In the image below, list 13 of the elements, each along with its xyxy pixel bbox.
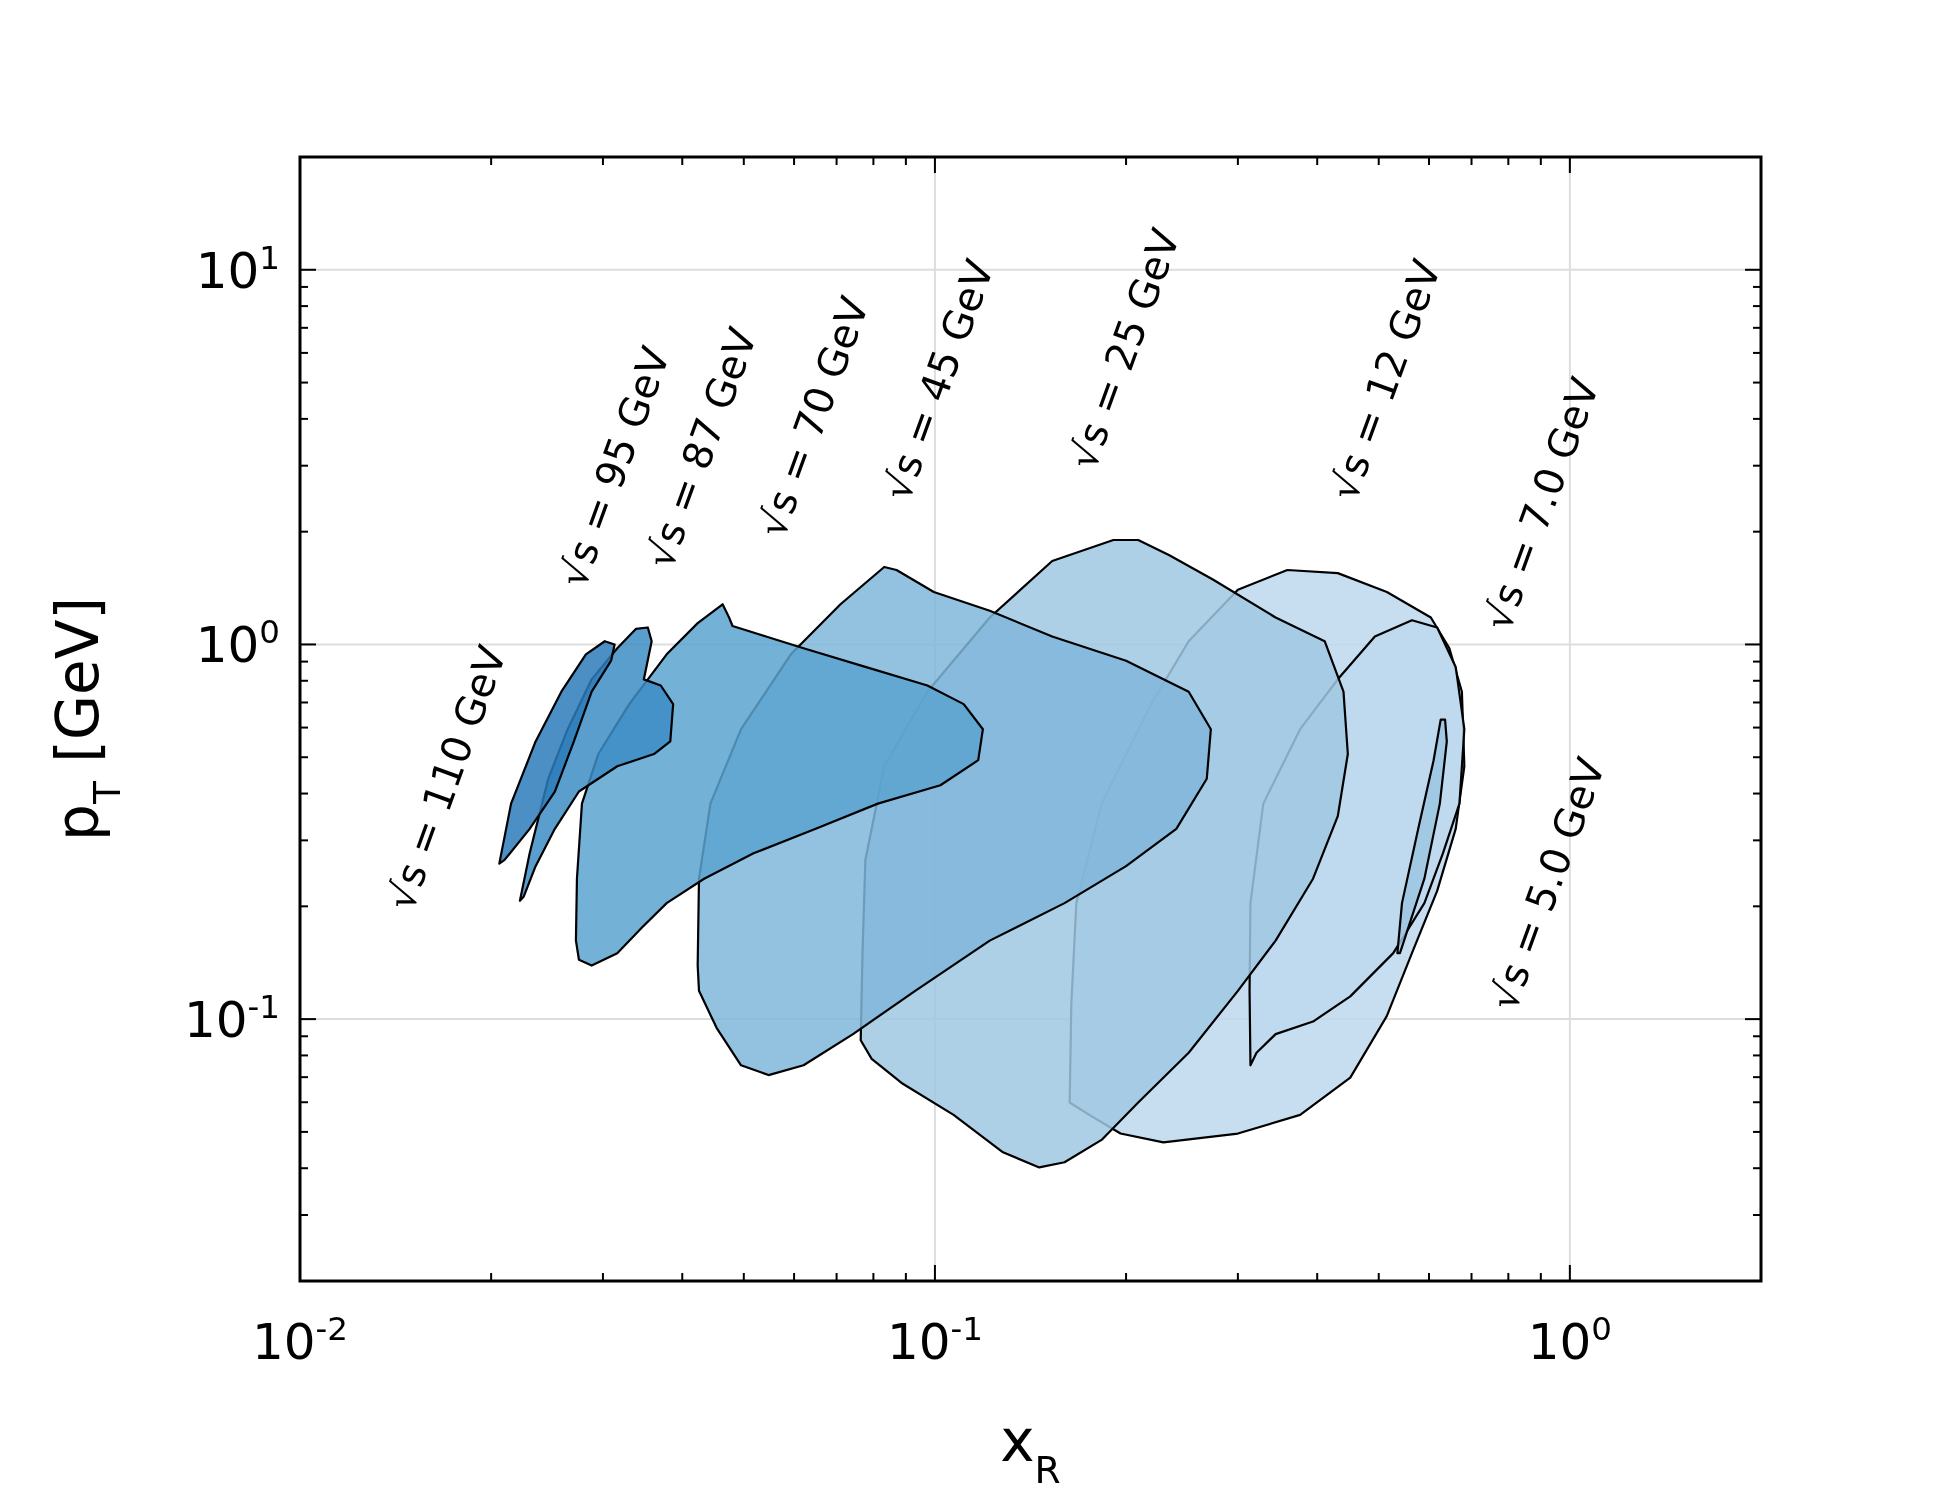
annotation: √s = 25 GeV	[1059, 222, 1190, 476]
y-tick-label: 10$^{1}$	[195, 238, 280, 300]
annotation: √s = 5.0 GeV	[1480, 751, 1615, 1017]
annotation: √s = 110 GeV	[377, 639, 516, 917]
x-axis-title: x$_{R}$	[1000, 1407, 1061, 1492]
y-tick-label: 10$^{-1}$	[183, 988, 280, 1050]
y-tick-label: 10$^{0}$	[195, 613, 280, 675]
x-tick-label: 10$^{-1}$	[886, 1310, 983, 1371]
annotation: √s = 7.0 GeV	[1474, 371, 1609, 637]
annotation: √s = 12 GeV	[1320, 253, 1451, 507]
annotation: √s = 45 GeV	[873, 253, 1004, 507]
x-tick-label: 10$^{-2}$	[251, 1310, 349, 1371]
x-tick-label: 10$^{0}$	[1527, 1310, 1613, 1371]
